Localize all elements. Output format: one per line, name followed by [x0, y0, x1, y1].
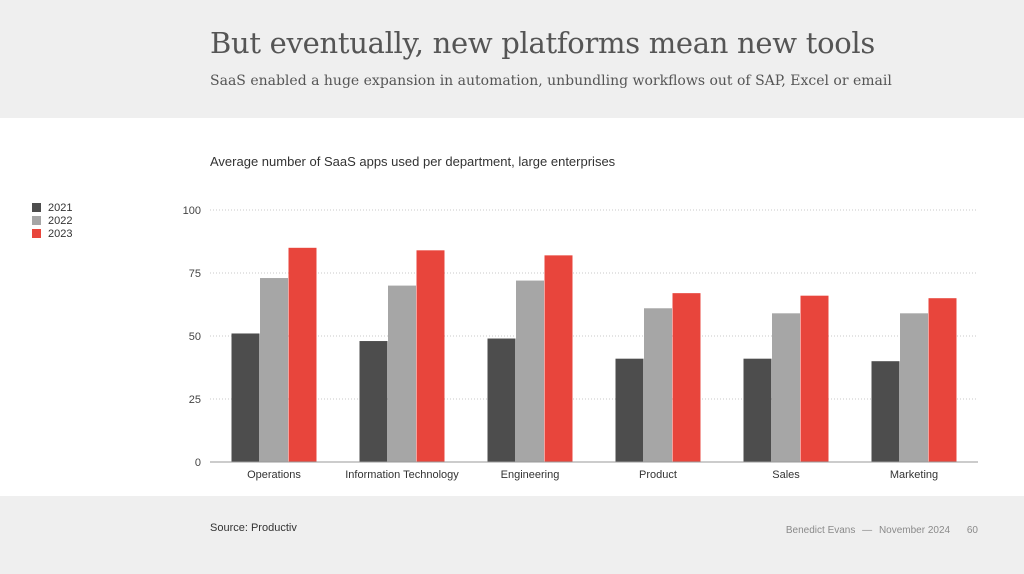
legend-item-2022: 2022: [32, 214, 72, 227]
x-tick-label-operations: Operations: [247, 469, 301, 481]
legend-swatch-2023: [32, 229, 41, 238]
legend-label-2022: 2022: [48, 214, 73, 227]
bar-engineering-2023: [544, 255, 573, 462]
footer-band: Source: Productiv Benedict Evans — Novem…: [0, 496, 1024, 574]
bar-information-technology-2022: [388, 285, 416, 462]
bar-marketing-2022: [900, 313, 928, 462]
slide-title: But eventually, new platforms mean new t…: [210, 26, 875, 60]
bar-sales-2023: [800, 295, 829, 462]
credit-line: Benedict Evans — November 2024 60: [782, 525, 978, 536]
page-number: 60: [966, 525, 978, 536]
header-band: But eventually, new platforms mean new t…: [0, 0, 1024, 118]
bar-engineering-2021: [487, 338, 516, 462]
bar-product-2021: [615, 358, 644, 462]
bar-information-technology-2021: [359, 341, 388, 462]
x-tick-label-information-technology: Information Technology: [345, 469, 459, 481]
y-tick-label-50: 50: [189, 331, 201, 343]
bar-product-2023: [672, 293, 701, 462]
slide-subtitle: SaaS enabled a huge expansion in automat…: [210, 73, 892, 89]
x-tick-label-product: Product: [639, 469, 677, 481]
x-tick-label-marketing: Marketing: [890, 469, 938, 481]
bar-sales-2022: [772, 313, 800, 462]
bar-product-2022: [644, 308, 672, 462]
bar-marketing-2021: [871, 361, 900, 462]
credit-separator: —: [862, 525, 873, 536]
author-name: Benedict Evans: [785, 525, 856, 536]
x-tick-label-sales: Sales: [772, 469, 800, 481]
legend-swatch-2022: [32, 216, 41, 225]
legend-item-2021: 2021: [32, 201, 72, 214]
credit-date: November 2024: [878, 525, 951, 536]
bar-operations-2021: [231, 333, 260, 462]
source-note: Source: Productiv: [210, 522, 297, 534]
legend-item-2023: 2023: [32, 227, 72, 240]
bar-information-technology-2023: [416, 250, 445, 462]
bar-engineering-2022: [516, 280, 544, 462]
legend-label-2023: 2023: [48, 227, 73, 240]
bar-marketing-2023: [928, 298, 957, 462]
bar-operations-2022: [260, 278, 288, 462]
legend-swatch-2021: [32, 203, 41, 212]
x-tick-label-engineering: Engineering: [501, 469, 560, 481]
chart-legend: 2021 2022 2023: [32, 201, 72, 240]
y-tick-label-0: 0: [195, 457, 201, 469]
y-tick-label-25: 25: [189, 394, 201, 406]
chart-title: Average number of SaaS apps used per dep…: [210, 154, 616, 169]
legend-label-2021: 2021: [48, 201, 73, 214]
bar-sales-2021: [743, 358, 772, 462]
bar-chart: 0 25 50 75 100 Operations Information Technolo…: [183, 205, 978, 481]
bar-operations-2023: [288, 247, 317, 462]
y-tick-label-75: 75: [189, 268, 201, 280]
y-tick-label-100: 100: [183, 205, 201, 217]
